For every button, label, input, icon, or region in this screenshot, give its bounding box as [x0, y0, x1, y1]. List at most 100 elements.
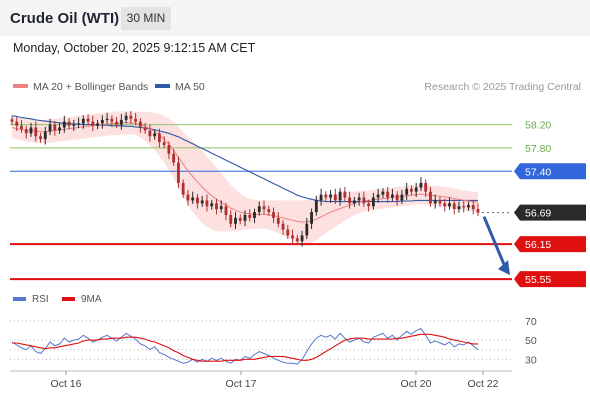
- time-tick-label: Oct 17: [226, 378, 257, 390]
- candle-body: [357, 197, 361, 201]
- candle-body: [314, 200, 318, 213]
- candle-body: [329, 194, 333, 198]
- candle-body: [72, 124, 76, 126]
- candle-body: [371, 197, 375, 207]
- candle-body: [267, 209, 271, 213]
- legend-label-rsi: RSI: [32, 294, 49, 305]
- candle-body: [262, 206, 266, 210]
- price-label-56-69: 56.69: [525, 208, 551, 220]
- candle-body: [376, 194, 380, 198]
- candle-body: [338, 191, 342, 201]
- candle-body: [352, 200, 356, 204]
- candle-body: [24, 129, 28, 134]
- rsi-legend: RSI 9MA: [13, 294, 102, 305]
- candle-body: [248, 215, 252, 218]
- rsi-line: [11, 327, 479, 365]
- candle-body: [143, 127, 147, 131]
- candle-body: [295, 238, 299, 242]
- candle-body: [410, 188, 413, 192]
- candle-body: [67, 121, 71, 126]
- candle-body: [34, 127, 38, 137]
- candle-body: [138, 121, 142, 128]
- level-price-labels: 58.20 57.80 57.40 56.69 56.15 55.55: [514, 120, 586, 288]
- candle-body: [200, 200, 204, 204]
- legend-label-ma50: MA 50: [175, 81, 205, 93]
- candle-body: [191, 197, 195, 201]
- candle-body: [153, 133, 157, 137]
- timestamp: Monday, October 20, 2025 9:12:15 AM CET: [13, 41, 256, 55]
- candle-body: [43, 131, 47, 140]
- legend-swatch-rsi: [13, 297, 26, 301]
- candle-body: [119, 119, 123, 125]
- candle-body: [210, 203, 214, 207]
- candle-body: [405, 188, 409, 195]
- candle-body: [433, 200, 437, 204]
- candle-body: [86, 118, 90, 122]
- candle-body: [162, 142, 166, 145]
- candle-body: [414, 187, 418, 192]
- candle-body: [205, 200, 209, 207]
- candle-body: [215, 203, 218, 210]
- candle-body: [29, 127, 33, 134]
- price-label-56-15-bg: [514, 236, 586, 253]
- candle-body: [390, 194, 394, 198]
- rsi-tick-30: 30: [525, 354, 537, 366]
- candle-body: [305, 223, 309, 236]
- candle-body: [234, 217, 237, 224]
- time-tick-label: Oct 16: [51, 378, 82, 390]
- candle-body: [58, 127, 61, 131]
- price-label-57-40: 57.40: [525, 166, 551, 178]
- time-axis: Oct 16 Oct 17 Oct 20 Oct 22: [10, 370, 512, 390]
- candle-body: [448, 203, 451, 207]
- price-legend: MA 20 + Bollinger Bands MA 50 Research ©…: [13, 81, 581, 93]
- rsi-tick-50: 50: [525, 335, 537, 347]
- candle-body: [281, 223, 285, 230]
- candle-body: [96, 123, 100, 126]
- candle-body: [476, 209, 480, 213]
- rsi-9ma-line: [12, 333, 478, 362]
- candle-body: [172, 153, 176, 163]
- candle-body: [238, 217, 242, 221]
- candle-body: [457, 206, 461, 210]
- price-label-55-55-bg: [514, 271, 586, 288]
- legend-label-9ma: 9MA: [81, 294, 102, 305]
- candle-body: [148, 130, 152, 137]
- candle-body: [15, 121, 19, 126]
- candle-body: [253, 212, 256, 218]
- bollinger-band-area: [12, 111, 478, 245]
- candle-body: [177, 162, 180, 183]
- candle-body: [452, 203, 456, 210]
- candle-body: [348, 197, 352, 204]
- projection-arrow-head: [498, 260, 510, 276]
- projection-arrow: [482, 216, 510, 276]
- bollinger-band-fill: [12, 111, 478, 245]
- candle-body: [276, 217, 280, 224]
- rsi-panel: 70 50 30: [10, 316, 537, 366]
- candle-body: [219, 206, 223, 210]
- candle-body: [167, 145, 171, 154]
- projection-arrow-shaft: [482, 216, 508, 270]
- time-tick-label: Oct 20: [401, 378, 432, 390]
- candle-body: [333, 194, 337, 201]
- copyright-text: Research © 2025 Trading Central: [424, 81, 581, 93]
- candle-body: [196, 197, 199, 204]
- candle-body: [229, 215, 233, 224]
- candle-body: [48, 124, 52, 132]
- candle-body: [115, 121, 119, 125]
- candle-body: [395, 194, 399, 201]
- candle-body: [243, 215, 247, 221]
- candle-body: [429, 191, 432, 204]
- candle-body: [319, 194, 323, 201]
- legend-label-bollinger: MA 20 + Bollinger Bands: [33, 81, 148, 93]
- candle-body: [157, 133, 161, 143]
- ma50-line: [11, 115, 478, 203]
- candle-body: [362, 197, 366, 204]
- instrument-title: Crude Oil (WTI): [10, 10, 120, 27]
- candle-body: [186, 194, 190, 201]
- candle-body: [467, 205, 470, 208]
- candle-body: [367, 203, 371, 207]
- timeframe-badge[interactable]: 30 MIN: [121, 7, 171, 30]
- price-label-56-15: 56.15: [525, 239, 551, 251]
- candle-body: [100, 119, 104, 124]
- candle-body: [62, 121, 66, 128]
